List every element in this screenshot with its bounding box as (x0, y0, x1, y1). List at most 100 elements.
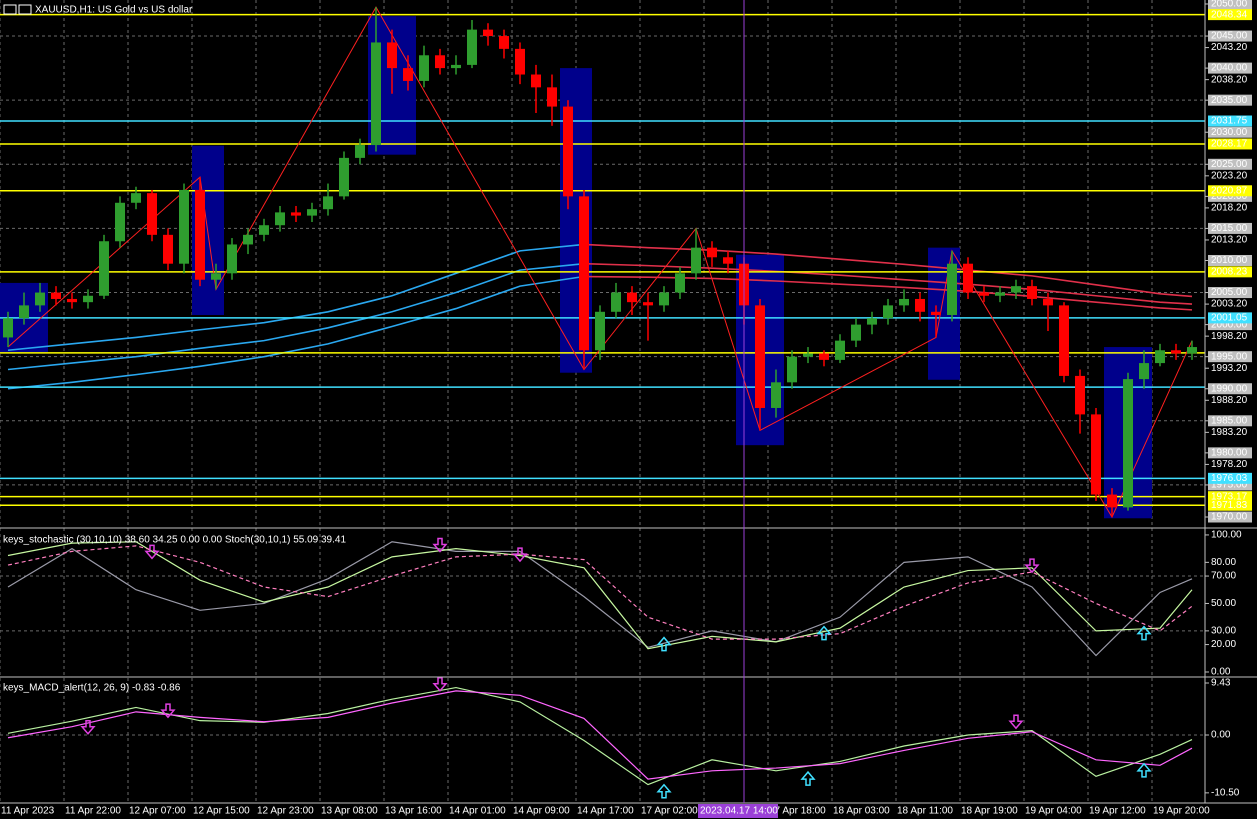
level-label-box (1208, 266, 1252, 278)
candle-body (1171, 350, 1181, 354)
level-label-box (1208, 115, 1252, 127)
level-label: 1971.83 (1211, 500, 1248, 511)
candle-body (275, 212, 285, 226)
tick-label-box (1208, 158, 1252, 170)
y-tick-label: 2030.00 (1211, 127, 1248, 138)
candle-body (1075, 375, 1085, 415)
chart-title: XAUUSD,H1: US Gold vs US dollar (35, 5, 193, 16)
x-tick-label: 13 Apr 16:00 (385, 806, 442, 817)
candle-body (451, 64, 461, 69)
x-tick-label: 13 Apr 08:00 (321, 806, 378, 817)
y-tick-label: 2013.20 (1211, 235, 1248, 246)
tick-label-box (1208, 30, 1252, 42)
candle-body (115, 202, 125, 242)
level-label: 1976.03 (1211, 473, 1248, 484)
x-tick-label: 18 Apr 11:00 (897, 806, 953, 817)
x-tick-label: 14 Apr 09:00 (513, 806, 570, 817)
candle-body (531, 74, 541, 88)
cursor-label-box (698, 804, 778, 818)
candle-body (947, 263, 957, 315)
level-label: 2001.05 (1211, 313, 1248, 324)
tick-label-box (1208, 287, 1252, 299)
y-tick-label: 2003.20 (1211, 299, 1248, 310)
indicator-line (7, 690, 1193, 780)
candle-body (931, 311, 941, 315)
tick-label-box (1208, 94, 1252, 106)
candle-body (467, 29, 477, 65)
x-tick-label: 19 Apr 12:00 (1089, 806, 1146, 817)
candle-body (867, 318, 877, 325)
level-label: 2031.75 (1211, 116, 1248, 127)
level-label-box (1208, 499, 1252, 511)
candle-body (675, 273, 685, 293)
candle-body (163, 234, 173, 264)
candle-body (323, 196, 333, 210)
level-label-box (1208, 9, 1252, 21)
candle-body (1011, 286, 1021, 293)
x-tick-label: 17 Apr 18:00 (769, 806, 826, 817)
level-label: 2048.34 (1211, 9, 1248, 20)
indicator-title: keys_stochastic (30,10,10) 38.60 34.25 0… (3, 535, 346, 546)
y-tick-label: 1980.00 (1211, 448, 1248, 459)
y-tick-label: 2020.00 (1211, 191, 1248, 202)
candle-body (1091, 414, 1101, 495)
signal-arrow-down (512, 547, 528, 563)
candle-body (195, 189, 205, 280)
candle-body (243, 234, 253, 245)
signal-arrow-up (800, 770, 816, 786)
y-tick-label: 2025.00 (1211, 159, 1248, 170)
title-icon (3, 4, 17, 15)
tick-label-box (1208, 351, 1252, 363)
candle-body (627, 292, 637, 303)
tick-label-box (1208, 222, 1252, 234)
signal-arrow-down (144, 544, 160, 560)
x-tick-label: 11 Apr 2023 (1, 806, 55, 817)
signal-arrow-up (1136, 625, 1152, 641)
tick-label-box (1208, 62, 1252, 74)
candle-body (227, 244, 237, 274)
y-tick-label: 2043.20 (1211, 42, 1248, 53)
indicator-line (7, 541, 1193, 650)
signal-arrow-down (1024, 558, 1040, 574)
x-tick-label: 14 Apr 01:00 (449, 806, 506, 817)
signal-arrow-up (816, 625, 832, 641)
level-label-box (1208, 312, 1252, 324)
x-tick-label: 19 Apr 20:00 (1153, 806, 1210, 817)
moving-average (583, 243, 1193, 298)
candle-body (563, 106, 573, 197)
y-tick-label: 1983.20 (1211, 427, 1248, 438)
indicator-line (7, 545, 1193, 640)
moving-average (7, 275, 585, 390)
level-label: 1973.17 (1211, 491, 1248, 502)
candle-body (403, 68, 413, 81)
moving-average (583, 262, 1193, 305)
y-tick-label: 1978.20 (1211, 459, 1248, 470)
candle-body (899, 298, 909, 306)
x-tick-label: 18 Apr 03:00 (833, 806, 890, 817)
candle-body (691, 247, 701, 274)
candle-body (371, 42, 381, 146)
y-tick-label: 1998.20 (1211, 331, 1248, 342)
y-tick-label: 30.00 (1211, 626, 1236, 637)
candle-body (259, 225, 269, 235)
y-tick-label: 2045.00 (1211, 31, 1248, 42)
candle-body (995, 292, 1005, 296)
tick-label-box (1208, 190, 1252, 202)
candle-body (355, 145, 365, 158)
candle-body (1027, 286, 1037, 299)
candle-body (819, 353, 829, 360)
y-tick-label: 100.00 (1211, 530, 1242, 541)
title-icon (18, 4, 32, 15)
indicator-line (7, 686, 1193, 786)
level-label-box (1208, 185, 1252, 197)
level-label: 2028.17 (1211, 139, 1248, 150)
candle-body (3, 318, 13, 338)
candle-body (723, 257, 733, 264)
zigzag (7, 6, 1193, 519)
signal-arrow-down (80, 719, 96, 735)
tick-label-box (1208, 415, 1252, 427)
y-tick-label: 2005.00 (1211, 287, 1248, 298)
candle-body (835, 340, 845, 360)
